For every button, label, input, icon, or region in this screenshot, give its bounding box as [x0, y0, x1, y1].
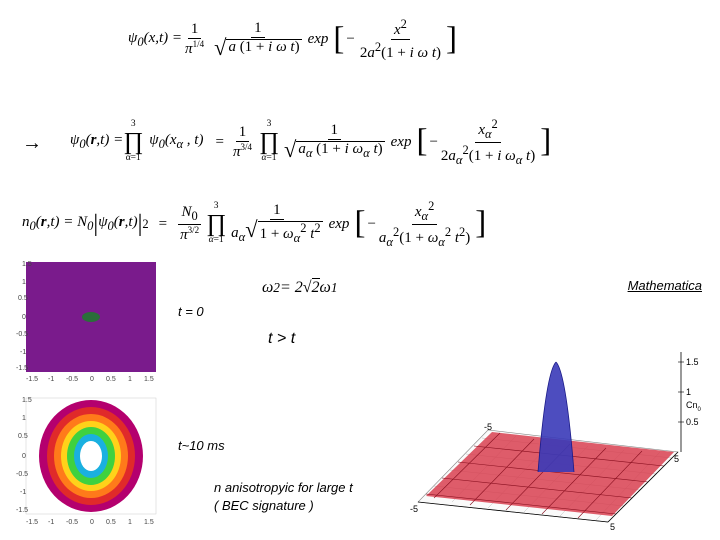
svg-text:Cn0: Cn0: [686, 400, 702, 413]
eq3-exp-frac: xα2 aα2(1 + ωα2 t2): [376, 200, 473, 248]
caption-line1: n anisotropyic for large t: [214, 480, 353, 495]
t10-label: t~10 ms: [178, 438, 225, 453]
svg-text:0: 0: [90, 519, 94, 526]
eq1-frac1: 1 π1/4: [182, 22, 207, 57]
svg-text:-1: -1: [20, 489, 26, 496]
svg-text:-1: -1: [48, 376, 54, 383]
equation-psi0-1d: ψ0(x,t) = 1 π1/4 1 √a (1 + i ω t) exp [ …: [128, 18, 459, 61]
svg-text:5: 5: [610, 522, 615, 532]
eq3-frac2: 1 aα√1 + ωα2 t2: [228, 203, 325, 245]
eq2-frac1: 1 π3/4: [230, 125, 255, 160]
svg-text:0.5: 0.5: [686, 417, 699, 427]
svg-text:1: 1: [128, 519, 132, 526]
density-plot-t10: 1.5 1 0.5 0 -0.5 -1 -1.5 -1.5 -1 -0.5 0 0.5 1 1.5: [8, 392, 168, 528]
eq1-frac2: 1 √a (1 + i ω t): [211, 21, 305, 59]
t0-label: t = 0: [178, 304, 204, 319]
eq2-prod2: 3∏α=1: [259, 120, 279, 163]
svg-text:-0.5: -0.5: [66, 376, 78, 383]
eq1-frac1-den: π1/4: [182, 39, 207, 57]
svg-text:-1.5: -1.5: [16, 507, 28, 514]
svg-text:0.5: 0.5: [18, 433, 28, 440]
svg-text:1: 1: [22, 415, 26, 422]
svg-text:0: 0: [90, 376, 94, 383]
svg-text:-1.5: -1.5: [26, 376, 38, 383]
svg-text:-0.5: -0.5: [66, 519, 78, 526]
svg-text:-1: -1: [48, 519, 54, 526]
tgt-label: t > t: [268, 330, 295, 348]
eq2-exp-frac: xα2 2aα2(1 + i ωα t): [438, 118, 538, 166]
svg-text:0: 0: [22, 453, 26, 460]
eq2-prod1: 3 ∏ α=1: [123, 120, 143, 163]
omega-relation: ω2 = 2√2 ω1: [262, 278, 338, 297]
svg-text:-5: -5: [410, 504, 418, 514]
svg-text:0: 0: [22, 314, 26, 321]
eq1-exp-frac: x2 2a2(1 + i ω t): [357, 18, 444, 61]
svg-text:-1: -1: [20, 349, 26, 356]
svg-text:1.5: 1.5: [144, 519, 154, 526]
eq3-prod: 3∏α=1: [206, 202, 226, 245]
eq3-frac1: N0 π3/2: [177, 205, 202, 243]
svg-text:1.5: 1.5: [144, 376, 154, 383]
surface3d-plot: 0.511.5 Cn0 -55 5-5: [378, 302, 708, 532]
svg-text:1.5: 1.5: [686, 357, 699, 367]
eq2-frac2: 1 √aα (1 + i ωα t): [281, 123, 388, 161]
svg-text:0.5: 0.5: [18, 295, 28, 302]
prod-bot: α=1: [126, 154, 141, 163]
svg-text:-1.5: -1.5: [16, 365, 28, 372]
svg-text:-0.5: -0.5: [16, 471, 28, 478]
svg-text:1.5: 1.5: [22, 397, 32, 404]
svg-text:1: 1: [686, 387, 691, 397]
density-plot-t0: 1.5 1 0.5 0 -0.5 -1 -1.5 -1.5 -1 -0.5 0 0.5 1 1.5: [8, 256, 168, 386]
svg-text:1: 1: [128, 376, 132, 383]
eq1-lhs: ψ0(x,t) =: [128, 30, 182, 50]
equation-psi0-3d: ψ0(r,t) = 3 ∏ α=1 ψ0(xα , t) = 1 π3/4 3∏…: [70, 118, 553, 166]
svg-text:0.5: 0.5: [106, 376, 116, 383]
svg-text:-0.5: -0.5: [16, 331, 28, 338]
equation-density: n0(r,t) = N0 | ψ0(r,t) |2 = N0 π3/2 3∏α=…: [22, 200, 488, 248]
mathematica-label: Mathematica: [628, 278, 702, 293]
eq1-exp: exp: [308, 31, 329, 48]
eq1-frac1-num: 1: [188, 22, 202, 39]
svg-text:0.5: 0.5: [106, 519, 116, 526]
svg-text:1: 1: [22, 279, 26, 286]
arrow-right: →: [22, 132, 42, 155]
caption-line2: ( BEC signature ): [214, 498, 314, 513]
svg-text:1.5: 1.5: [22, 261, 32, 268]
svg-text:-1.5: -1.5: [26, 519, 38, 526]
svg-text:-5: -5: [484, 422, 492, 432]
